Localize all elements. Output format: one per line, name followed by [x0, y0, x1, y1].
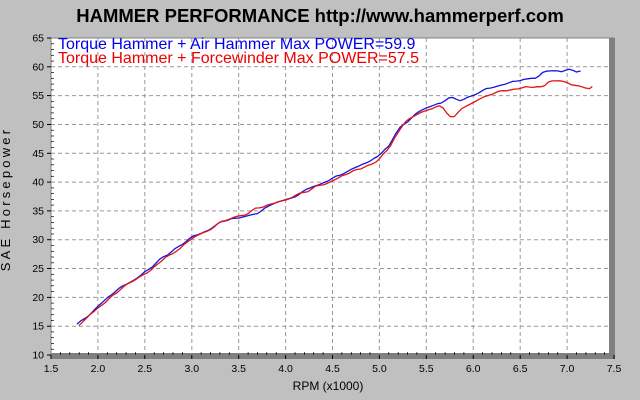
svg-text:3.0: 3.0 [184, 363, 199, 375]
svg-text:4.0: 4.0 [278, 363, 293, 375]
svg-text:7.0: 7.0 [560, 363, 575, 375]
svg-text:15: 15 [32, 321, 44, 333]
svg-text:40: 40 [32, 177, 44, 189]
svg-text:4.5: 4.5 [325, 363, 340, 375]
svg-text:5.0: 5.0 [372, 363, 387, 375]
svg-text:Torque Hammer + Forcewinder M: Torque Hammer + Forcewinder Max POWER=57… [58, 50, 419, 67]
svg-text:50: 50 [32, 119, 44, 131]
svg-text:6.5: 6.5 [513, 363, 528, 375]
svg-text:7.5: 7.5 [607, 363, 622, 375]
svg-text:45: 45 [32, 148, 44, 160]
svg-text:35: 35 [32, 205, 44, 217]
svg-text:2.5: 2.5 [137, 363, 152, 375]
svg-text:60: 60 [32, 61, 44, 73]
svg-text:5.5: 5.5 [419, 363, 434, 375]
svg-text:25: 25 [32, 263, 44, 275]
svg-text:30: 30 [32, 234, 44, 246]
svg-text:2.0: 2.0 [91, 363, 106, 375]
svg-text:SAE Horsepower: SAE Horsepower [0, 127, 13, 272]
svg-text:55: 55 [32, 90, 44, 102]
svg-text:20: 20 [32, 292, 44, 304]
svg-text:65: 65 [32, 33, 44, 45]
svg-text:RPM (x1000): RPM (x1000) [293, 379, 364, 393]
svg-text:6.0: 6.0 [466, 363, 481, 375]
svg-text:10: 10 [32, 350, 44, 362]
svg-text:1.5: 1.5 [44, 363, 59, 375]
svg-text:3.5: 3.5 [231, 363, 246, 375]
